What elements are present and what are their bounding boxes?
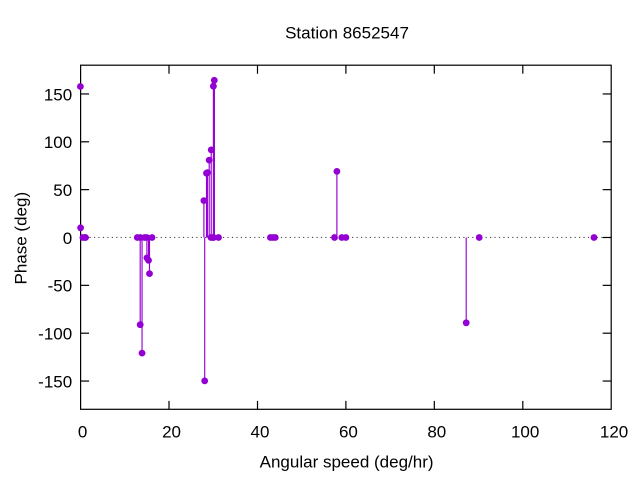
svg-text:0: 0 <box>63 229 72 248</box>
svg-text:100: 100 <box>44 133 72 152</box>
svg-text:-100: -100 <box>38 325 72 344</box>
svg-text:60: 60 <box>339 422 358 441</box>
svg-text:40: 40 <box>251 422 270 441</box>
svg-text:Station 8652547: Station 8652547 <box>285 24 409 43</box>
svg-text:100: 100 <box>511 422 539 441</box>
svg-text:150: 150 <box>44 85 72 104</box>
svg-text:Angular speed (deg/hr): Angular speed (deg/hr) <box>260 452 434 471</box>
svg-text:0: 0 <box>78 422 87 441</box>
svg-text:-150: -150 <box>38 372 72 391</box>
svg-text:-50: -50 <box>48 277 73 296</box>
svg-text:Phase (deg): Phase (deg) <box>12 192 31 285</box>
svg-text:120: 120 <box>600 422 628 441</box>
svg-text:50: 50 <box>53 181 72 200</box>
svg-text:80: 80 <box>427 422 446 441</box>
svg-text:20: 20 <box>162 422 181 441</box>
